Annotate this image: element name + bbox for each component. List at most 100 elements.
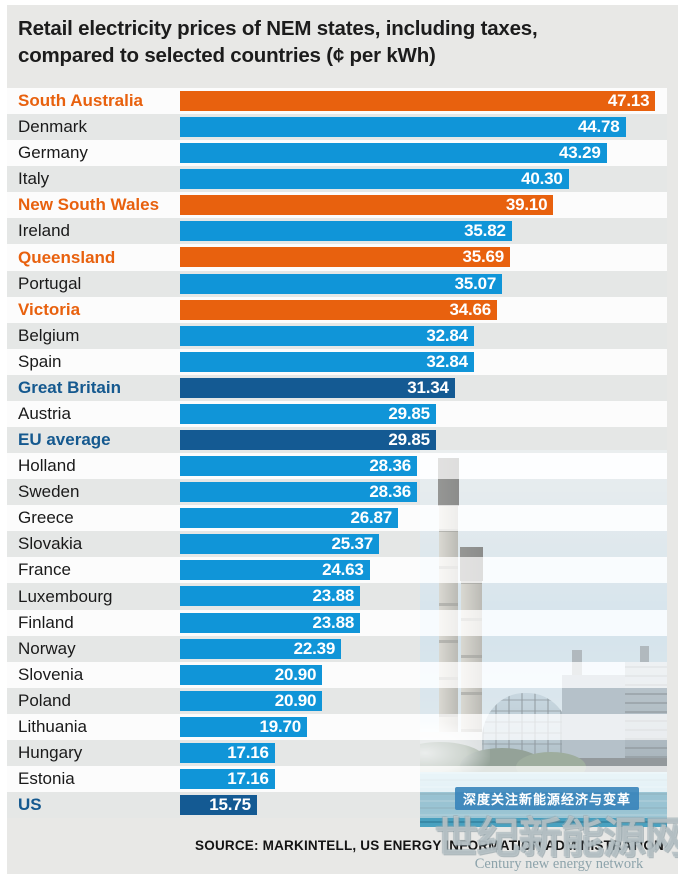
- row-label: EU average: [18, 430, 111, 450]
- chart-row: Slovakia 25.37: [7, 531, 667, 558]
- chart-row: Austria 29.85: [7, 400, 667, 428]
- bar-country: 23.88: [180, 612, 361, 633]
- bar-value: 35.82: [464, 221, 506, 241]
- bar-country: 17.16: [180, 769, 275, 790]
- bar-value: 26.87: [350, 508, 393, 528]
- chart-row: Victoria 34.66: [7, 296, 667, 323]
- bar-value: 40.30: [521, 169, 563, 189]
- row-label: US: [18, 795, 42, 815]
- bar-country: 32.84: [180, 351, 474, 372]
- source-credit: SOURCE: MARKINTELL, US ENERGY INFORMATIO…: [195, 838, 664, 853]
- chart-row: Poland 20.90: [7, 687, 667, 714]
- row-label: Hungary: [18, 742, 83, 762]
- watermark-chinese: 世纪新能源网: [435, 815, 678, 863]
- chart-title-line1: Retail electricity prices of NEM states,…: [18, 17, 538, 40]
- bar-value: 25.37: [331, 534, 373, 554]
- bar-value: 23.88: [312, 586, 355, 606]
- chart-row: Great Britain 31.34: [7, 374, 667, 401]
- bar-value: 20.90: [274, 690, 317, 710]
- bar-value: 29.85: [388, 403, 430, 423]
- row-label: Austria: [18, 403, 71, 423]
- bar-value: 43.29: [559, 143, 601, 163]
- bar-country: 35.07: [180, 273, 503, 294]
- chart-row: Belgium 32.84: [7, 322, 667, 349]
- row-label: Queensland: [18, 247, 116, 267]
- row-label: Estonia: [18, 769, 75, 789]
- bar-country: 24.63: [180, 560, 370, 581]
- row-label: Germany: [18, 143, 88, 163]
- bar-country: 20.90: [180, 664, 323, 685]
- row-label: Victoria: [18, 299, 81, 319]
- chart-row: Denmark 44.78: [7, 114, 667, 141]
- row-label: Belgium: [18, 325, 80, 345]
- chart-row: Slovenia 20.90: [7, 661, 667, 688]
- bar-country: 26.87: [180, 508, 399, 529]
- row-label: New South Wales: [18, 195, 160, 215]
- bar-value: 34.66: [449, 299, 491, 319]
- bar-country: 32.84: [180, 325, 474, 346]
- bar-state: 47.13: [180, 91, 656, 111]
- row-label: Spain: [18, 351, 62, 371]
- bar-benchmark: 29.85: [180, 430, 436, 451]
- bar-country: 29.85: [180, 403, 436, 424]
- row-label: South Australia: [18, 91, 143, 111]
- bar-country: 25.37: [180, 534, 379, 555]
- chart-row: Norway 22.39: [7, 635, 667, 662]
- row-label: Italy: [18, 169, 50, 189]
- bar-country: 40.30: [180, 169, 569, 190]
- watermark-english: Century new energy network: [474, 856, 644, 872]
- chart-row: France 24.63: [7, 557, 667, 584]
- chart-row: Lithuania 19.70: [7, 713, 667, 740]
- chart-title-line2: compared to selected countries (¢ per kW…: [18, 43, 436, 67]
- bar-country: 19.70: [180, 716, 307, 737]
- row-label: Finland: [18, 612, 74, 632]
- bar-value: 29.85: [388, 430, 430, 450]
- row-label: Greece: [18, 508, 74, 528]
- chart-row: South Australia 47.13: [7, 88, 667, 115]
- bar-country: 17.16: [180, 742, 275, 763]
- bar-value: 39.10: [505, 195, 548, 215]
- row-label: Poland: [18, 690, 71, 710]
- bar-country: 20.90: [180, 690, 323, 711]
- row-label: Denmark: [18, 117, 87, 137]
- bar-benchmark: 15.75: [180, 795, 257, 816]
- bar-value: 44.78: [577, 117, 620, 137]
- bar-state: 35.69: [180, 247, 511, 268]
- row-label: Slovakia: [18, 534, 83, 554]
- row-label: Portugal: [18, 273, 82, 293]
- chart-row: Holland 28.36: [7, 453, 667, 480]
- bar-value: 47.13: [607, 91, 650, 110]
- bar-value: 19.70: [259, 716, 301, 736]
- bar-value: 22.39: [293, 638, 336, 658]
- chart-row: Portugal 35.07: [7, 270, 667, 297]
- bar-value: 20.90: [274, 664, 317, 684]
- bar-value: 32.84: [426, 351, 468, 371]
- bar-value: 24.63: [322, 560, 364, 580]
- chart-row: Ireland 35.82: [7, 218, 667, 245]
- chart-row: Finland 23.88: [7, 609, 667, 636]
- bar-chart: South Australia 47.13 Denmark 44.78 Germany 4…: [7, 88, 667, 819]
- bar-state: 39.10: [180, 195, 554, 216]
- bar-country: 35.82: [180, 221, 512, 242]
- bar-country: 43.29: [180, 143, 607, 164]
- bar-value: 17.16: [227, 769, 269, 789]
- chart-title: Retail electricity prices of NEM states,…: [18, 16, 658, 69]
- bar-value: 35.69: [462, 247, 505, 267]
- chart-row: Italy 40.30: [7, 166, 667, 193]
- bar-country: 44.78: [180, 117, 626, 138]
- bar-value: 17.16: [227, 742, 269, 762]
- bar-value: 15.75: [209, 795, 251, 815]
- chart-row: Hungary 17.16: [7, 739, 667, 767]
- bar-value: 23.88: [312, 612, 355, 632]
- row-label: Ireland: [18, 221, 70, 241]
- chart-row: Luxembourg 23.88: [7, 583, 667, 610]
- row-label: Sweden: [18, 482, 80, 502]
- chart-row: Germany 43.29: [7, 140, 667, 167]
- chart-row: New South Wales 39.10: [7, 192, 667, 219]
- bar-benchmark: 31.34: [180, 377, 455, 398]
- chart-row: Spain 32.84: [7, 348, 667, 375]
- chart-row: Queensland 35.69: [7, 244, 667, 271]
- row-label: Great Britain: [18, 377, 121, 397]
- bar-country: 28.36: [180, 456, 417, 477]
- chart-row: Sweden 28.36: [7, 479, 667, 506]
